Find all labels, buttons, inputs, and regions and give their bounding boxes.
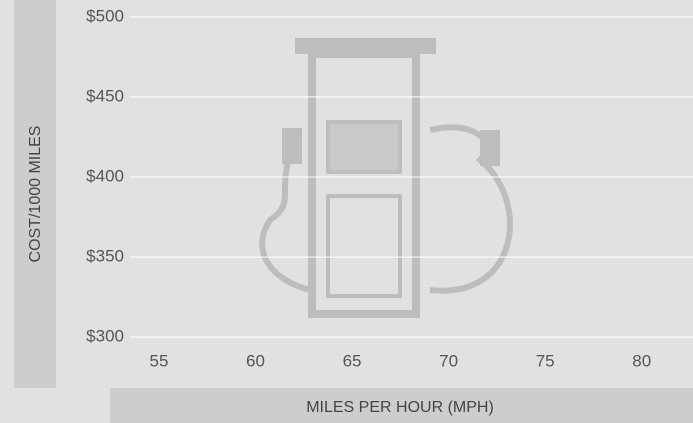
y-tick-label: $350	[86, 247, 124, 266]
page: {"chart_data": { "type": "line", "x_labe…	[0, 0, 693, 423]
y-tick-label: $400	[86, 166, 124, 185]
x-tick-label: 55	[150, 351, 169, 370]
x-tick-label: 75	[536, 351, 555, 370]
x-tick-label: 65	[343, 351, 362, 370]
x-tick-label: 60	[246, 351, 265, 370]
x-tick-label: 70	[439, 351, 458, 370]
x-tick-label: 80	[632, 351, 651, 370]
y-axis-title: COST/1000 MILES	[27, 126, 44, 263]
y-tick-label: $450	[86, 86, 124, 105]
y-tick-label: $500	[86, 6, 124, 25]
chart: COST/1000 MILES MILES PER HOUR (MPH) $30…	[0, 0, 693, 423]
y-tick-label: $300	[86, 327, 124, 346]
x-axis-title: MILES PER HOUR (MPH)	[306, 399, 494, 416]
